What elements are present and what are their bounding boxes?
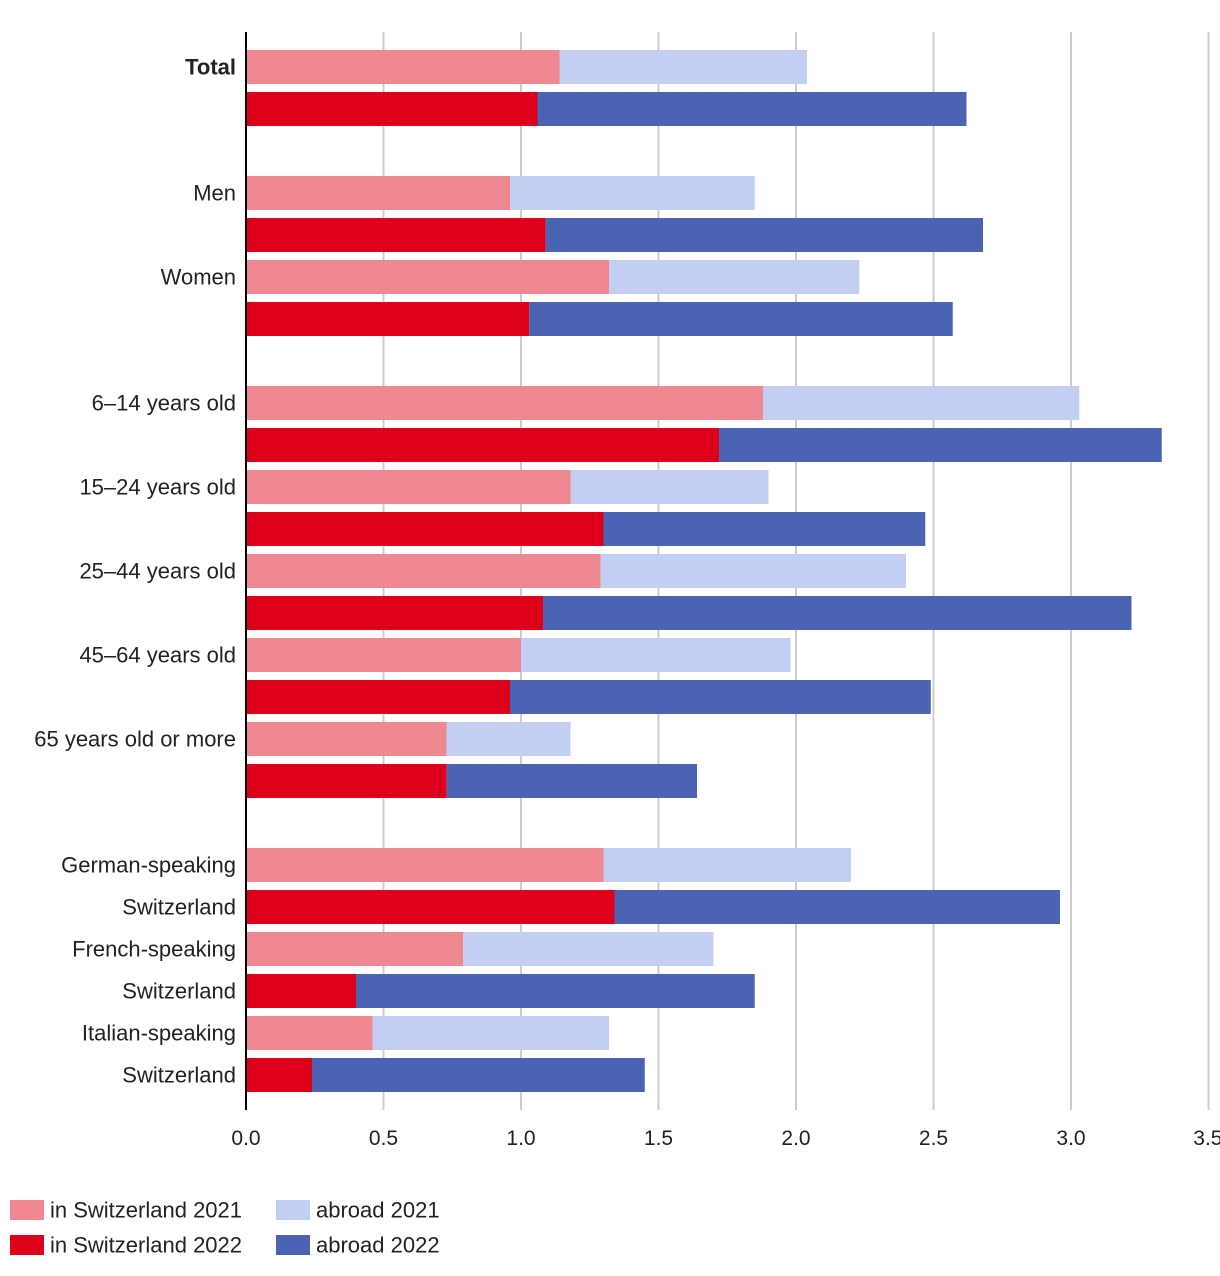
bar-in-switzerland-2021 <box>246 470 571 504</box>
x-tick-labels: 0.0 0.5 1.0 1.5 2.0 2.5 3.0 3.5 <box>231 1127 1220 1150</box>
bar-abroad-2021 <box>570 470 769 504</box>
x-tick-label: 2.0 <box>781 1127 810 1150</box>
bar-abroad-2021 <box>463 932 714 966</box>
category-label: Switzerland <box>122 1063 236 1088</box>
category-label: German-speaking <box>61 853 236 878</box>
bar-in-switzerland-2021 <box>246 554 601 588</box>
bar-abroad-2022 <box>614 890 1060 924</box>
category-label: Women <box>161 265 236 290</box>
bar-in-switzerland-2021 <box>246 50 560 84</box>
x-tick-label: 0.0 <box>231 1127 260 1150</box>
category-label: 6–14 years old <box>92 391 236 416</box>
category-label: French-speaking <box>72 937 236 962</box>
bar-abroad-2022 <box>719 428 1162 462</box>
category-label: 15–24 years old <box>79 475 236 500</box>
bar-in-switzerland-2022 <box>246 302 530 336</box>
bar-abroad-2021 <box>609 260 860 294</box>
legend-swatch <box>10 1235 44 1255</box>
x-tick-label: 3.0 <box>1056 1127 1085 1150</box>
category-label: Switzerland <box>122 979 236 1004</box>
category-label: Men <box>193 181 236 206</box>
bar-in-switzerland-2021 <box>246 638 521 672</box>
category-label: Switzerland <box>122 895 236 920</box>
bar-abroad-2021 <box>559 50 807 84</box>
bar-abroad-2022 <box>446 764 697 798</box>
bar-abroad-2021 <box>521 638 791 672</box>
bar-abroad-2021 <box>763 386 1080 420</box>
legend-swatch <box>276 1235 310 1255</box>
bar-in-switzerland-2022 <box>246 890 615 924</box>
category-label: Italian-speaking <box>82 1021 236 1046</box>
bar-in-switzerland-2022 <box>246 974 356 1008</box>
bar-abroad-2022 <box>603 512 926 546</box>
x-tick-label: 2.5 <box>919 1127 948 1150</box>
legend-label: abroad 2022 <box>316 1233 440 1258</box>
x-tick-label: 0.5 <box>369 1127 398 1150</box>
bar-in-switzerland-2021 <box>246 260 609 294</box>
bars <box>246 50 1162 1092</box>
bar-abroad-2021 <box>372 1016 609 1050</box>
bar-abroad-2021 <box>603 848 851 882</box>
bar-abroad-2022 <box>510 680 931 714</box>
category-label: 45–64 years old <box>79 643 236 668</box>
bar-abroad-2022 <box>312 1058 645 1092</box>
bar-in-switzerland-2022 <box>246 764 447 798</box>
legend-label: in Switzerland 2021 <box>50 1198 242 1223</box>
legend-label: abroad 2021 <box>316 1198 440 1223</box>
x-tick-label: 1.0 <box>506 1127 535 1150</box>
legend-swatch <box>276 1200 310 1220</box>
bar-abroad-2022 <box>537 92 967 126</box>
bar-in-switzerland-2022 <box>246 680 510 714</box>
legend-swatch <box>10 1200 44 1220</box>
bar-in-switzerland-2021 <box>246 932 464 966</box>
bar-abroad-2022 <box>545 218 983 252</box>
legend: in Switzerland 2021 abroad 2021 in Switzer… <box>10 1198 440 1258</box>
bar-in-switzerland-2022 <box>246 1058 312 1092</box>
bar-abroad-2022 <box>356 974 755 1008</box>
bar-abroad-2021 <box>600 554 906 588</box>
x-tick-label: 1.5 <box>644 1127 673 1150</box>
bar-in-switzerland-2022 <box>246 218 546 252</box>
category-labels: Total Men Women 6–14 years old 15–24 years o… <box>34 55 236 1088</box>
bar-abroad-2021 <box>510 176 755 210</box>
bar-in-switzerland-2021 <box>246 176 510 210</box>
bar-in-switzerland-2021 <box>246 1016 373 1050</box>
bar-abroad-2021 <box>446 722 571 756</box>
bar-in-switzerland-2021 <box>246 722 447 756</box>
bar-abroad-2022 <box>529 302 953 336</box>
x-tick-label: 3.5 <box>1193 1127 1220 1150</box>
category-label: 25–44 years old <box>79 559 236 584</box>
bar-in-switzerland-2022 <box>246 512 604 546</box>
category-label: 65 years old or more <box>34 727 236 752</box>
category-label: Total <box>185 55 236 80</box>
bar-in-switzerland-2022 <box>246 596 543 630</box>
bar-in-switzerland-2022 <box>246 92 538 126</box>
bar-in-switzerland-2021 <box>246 848 604 882</box>
bar-abroad-2022 <box>543 596 1132 630</box>
bar-in-switzerland-2021 <box>246 386 763 420</box>
legend-label: in Switzerland 2022 <box>50 1233 242 1258</box>
bar-in-switzerland-2022 <box>246 428 719 462</box>
